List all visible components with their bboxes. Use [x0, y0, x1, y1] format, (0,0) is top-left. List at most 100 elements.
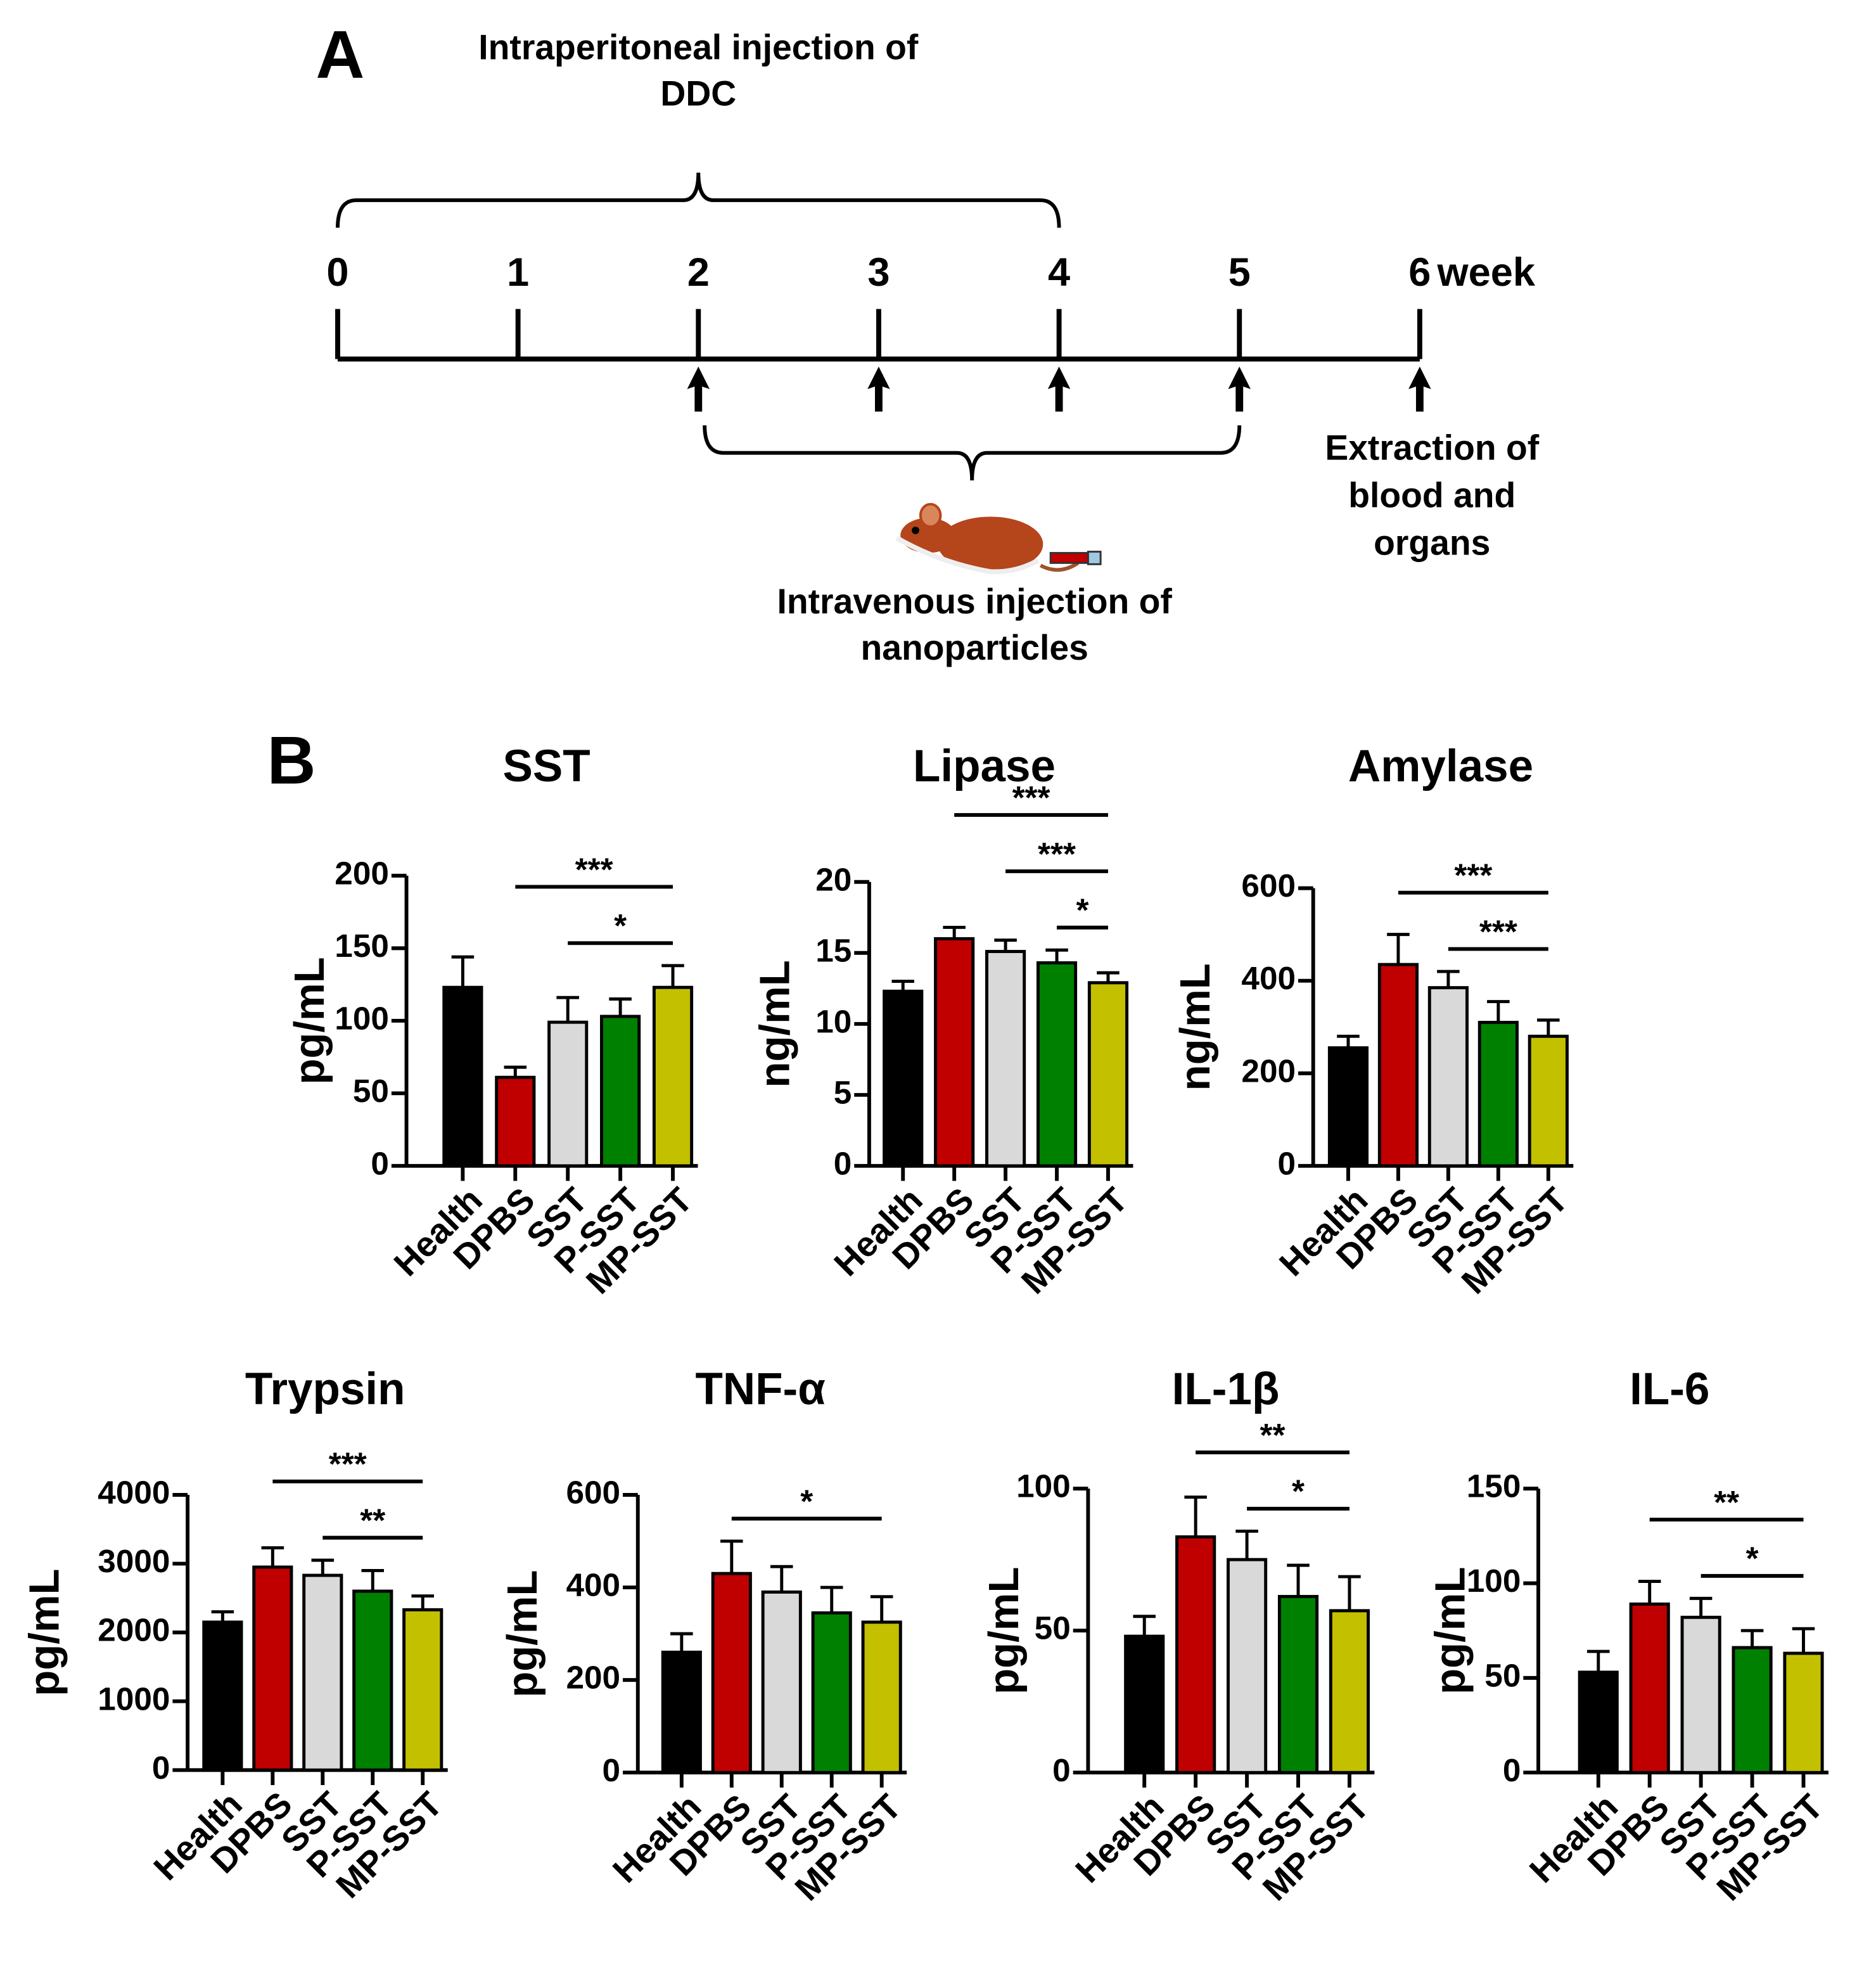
bar [600, 1015, 641, 1168]
bar [402, 1608, 443, 1772]
bar [252, 1565, 293, 1772]
arrow [1047, 366, 1071, 412]
bar [1528, 1034, 1569, 1168]
significance-label: ** [1714, 1484, 1739, 1520]
y-axis-label: ng/mL [1171, 963, 1219, 1091]
syringe [1049, 552, 1089, 564]
chart-title: TNF-α [695, 1364, 825, 1414]
bar [1329, 1609, 1370, 1774]
y-tick-label: 4000 [98, 1475, 170, 1511]
bar [1680, 1615, 1721, 1774]
y-tick-label: 600 [1241, 868, 1296, 904]
week-label: 3 [867, 250, 890, 295]
bar [1036, 961, 1078, 1168]
syringe-plunger [1087, 551, 1102, 565]
y-tick-label: 150 [335, 928, 389, 964]
significance-label: * [800, 1483, 813, 1519]
significance-label: *** [1012, 779, 1050, 816]
bar [1377, 963, 1419, 1168]
bar [442, 985, 483, 1168]
y-tick-label: 150 [1467, 1468, 1521, 1504]
bar [202, 1620, 243, 1772]
brace [703, 425, 1242, 481]
bar [883, 989, 924, 1168]
significance-label: * [1076, 892, 1089, 928]
y-tick-label: 0 [603, 1752, 621, 1788]
panel-label: A [316, 17, 364, 93]
y-tick-label: 50 [1035, 1610, 1071, 1646]
mouse-belly [895, 535, 1040, 575]
annotation: Intravenous injection of [777, 582, 1172, 621]
annotation: blood and [1348, 475, 1515, 515]
chart-title: Amylase [1348, 741, 1533, 791]
mouse-tail [1039, 561, 1080, 572]
y-tick-label: 20 [815, 861, 852, 897]
annotation: Intraperitoneal injection of [478, 28, 919, 67]
bar [352, 1589, 393, 1772]
week-label: 5 [1228, 250, 1251, 295]
bar [1227, 1558, 1268, 1774]
chart-title: Lipase [913, 741, 1056, 791]
bar [761, 1590, 802, 1774]
y-tick-label: 100 [335, 1000, 389, 1036]
bar [1124, 1634, 1165, 1774]
y-tick-label: 5 [834, 1074, 852, 1110]
annotation: Extraction of [1325, 428, 1539, 467]
week-label: 6 [1408, 250, 1431, 295]
bar [495, 1075, 536, 1168]
week-label: 0 [326, 250, 348, 295]
y-tick-label: 1000 [98, 1681, 170, 1717]
significance-label: * [1746, 1540, 1759, 1577]
week-label: 1 [507, 250, 529, 295]
bar [1629, 1602, 1670, 1774]
mouse-ear [919, 503, 942, 528]
bar [302, 1573, 343, 1772]
bar [985, 950, 1026, 1168]
mouse-icon [895, 503, 1102, 575]
bar [1578, 1670, 1619, 1774]
week-label: 4 [1048, 250, 1070, 295]
y-tick-label: 100 [1016, 1468, 1071, 1504]
y-tick-label: 0 [834, 1145, 852, 1181]
y-tick-label: 0 [1052, 1752, 1071, 1788]
y-tick-label: 600 [566, 1475, 620, 1511]
bar [1087, 981, 1129, 1168]
y-tick-label: 400 [566, 1567, 620, 1603]
brace [336, 172, 1061, 228]
y-tick-label: 15 [815, 932, 852, 968]
y-tick-label: 0 [371, 1145, 389, 1181]
annotation: nanoparticles [860, 628, 1088, 667]
y-tick-label: 3000 [98, 1543, 170, 1579]
chart-title: SST [503, 741, 590, 791]
y-axis-label: ng/mL [751, 960, 799, 1087]
mouse-body [938, 516, 1043, 572]
bar [861, 1620, 902, 1774]
chart-title: IL-6 [1630, 1364, 1709, 1414]
y-tick-label: 100 [1467, 1563, 1521, 1599]
annotation: organs [1374, 523, 1490, 562]
chart-title: IL-1β [1172, 1364, 1280, 1414]
bar [652, 985, 694, 1168]
bar [547, 1020, 589, 1168]
bar [711, 1572, 752, 1774]
significance-label: ** [360, 1502, 385, 1538]
y-tick-label: 2000 [98, 1612, 170, 1648]
chart-title: Trypsin [245, 1364, 405, 1414]
y-axis-label: pg/mL [499, 1570, 546, 1697]
bar [1175, 1535, 1216, 1774]
y-axis-label: pg/mL [21, 1568, 68, 1696]
significance-label: *** [575, 851, 613, 887]
bar [1477, 1020, 1519, 1168]
arrow [867, 366, 890, 412]
bar [1327, 1046, 1369, 1168]
y-tick-label: 50 [1484, 1657, 1521, 1693]
y-tick-label: 10 [815, 1003, 852, 1039]
y-tick-label: 0 [1503, 1752, 1521, 1788]
annotation: DDC [660, 74, 736, 113]
significance-label: *** [1454, 857, 1492, 893]
y-tick-label: 0 [1278, 1145, 1296, 1181]
significance-label: *** [329, 1446, 367, 1482]
bar [1277, 1594, 1319, 1774]
week-unit: week [1437, 250, 1536, 295]
panel-label: B [267, 722, 316, 798]
